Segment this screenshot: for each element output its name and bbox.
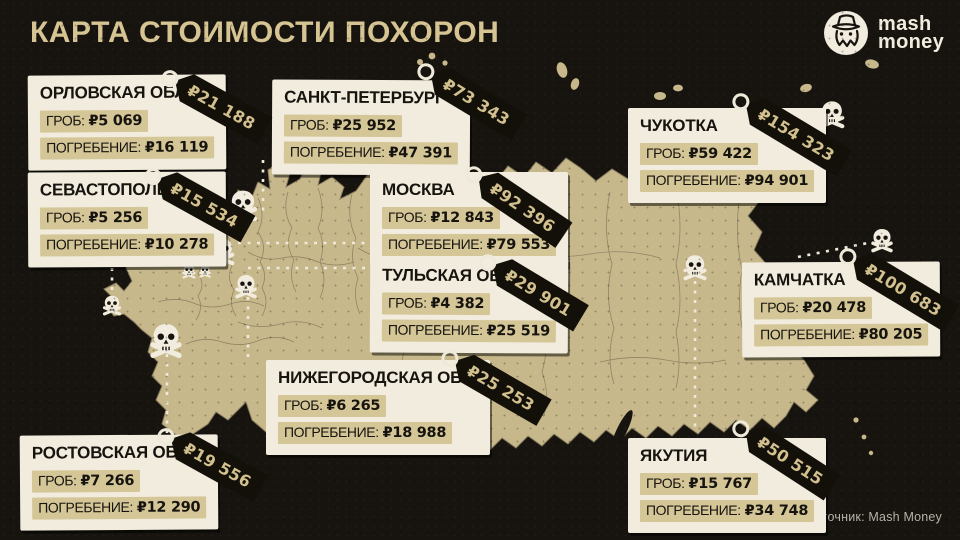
burial-label: ПОГРЕБЕНИЕ: <box>46 138 141 156</box>
mash-money-logo: mash money <box>823 10 944 56</box>
burial-value: ₽79 553 <box>486 237 551 253</box>
burial-value: ₽16 119 <box>144 139 209 156</box>
coffin-value: ₽5 256 <box>88 209 143 227</box>
burial-row: ПОГРЕБЕНИЕ: ₽80 205 <box>754 323 929 347</box>
region-name: НИЖЕГОРОДСКАЯ ОБЛ. <box>278 368 479 387</box>
coffin-label: ГРОБ: <box>284 397 323 413</box>
source-credit: источник: Mash Money <box>808 510 942 524</box>
burial-value: ₽34 748 <box>744 503 809 519</box>
coffin-value: ₽6 265 <box>326 398 381 414</box>
burial-label: ПОГРЕБЕНИЕ: <box>646 502 741 518</box>
burial-label: ПОГРЕБЕНИЕ: <box>387 321 483 339</box>
coffin-row: ГРОБ: ₽5 069 <box>39 109 149 133</box>
burial-row: ПОГРЕБЕНИЕ: ₽94 901 <box>640 170 815 192</box>
region-name: ЧУКОТКА <box>640 116 718 135</box>
burial-value: ₽18 988 <box>382 425 447 441</box>
burial-value: ₽94 901 <box>744 173 809 189</box>
coffin-value: ₽12 843 <box>430 210 494 226</box>
lake-baikal <box>611 410 633 450</box>
burial-value: ₽25 519 <box>486 323 551 340</box>
region-name: ЯКУТИЯ <box>640 446 708 465</box>
burial-row: ПОГРЕБЕНИЕ: ₽47 391 <box>283 141 459 165</box>
coffin-row: ГРОБ: ₽25 952 <box>283 114 403 138</box>
mash-money-logo-text: mash money <box>878 12 944 53</box>
burial-row: ПОГРЕБЕНИЕ: ₽79 553 <box>382 234 557 256</box>
burial-label: ПОГРЕБЕНИЕ: <box>284 424 379 440</box>
coffin-label: ГРОБ: <box>37 472 77 489</box>
coffin-row: ГРОБ: ₽6 265 <box>278 395 387 417</box>
coffin-value: ₽5 069 <box>88 112 143 130</box>
burial-row: ПОГРЕБЕНИЕ: ₽12 290 <box>32 496 207 520</box>
mash-money-logo-icon <box>824 11 869 55</box>
coffin-row: ГРОБ: ₽15 767 <box>640 473 758 495</box>
skull-icon-kamchatka <box>871 227 893 253</box>
coffin-row: ГРОБ: ₽7 266 <box>31 469 141 493</box>
coffin-row: ГРОБ: ₽20 478 <box>753 296 873 320</box>
region-name: КАМЧАТКА <box>753 269 846 290</box>
coffin-label: ГРОБ: <box>289 116 329 133</box>
region-name: МОСКВА <box>382 180 455 199</box>
burial-label: ПОГРЕБЕНИЕ: <box>46 235 141 253</box>
coffin-value: ₽7 266 <box>80 472 135 490</box>
coffin-label: ГРОБ: <box>646 145 685 161</box>
logo-word-money: money <box>878 31 944 53</box>
coffin-value: ₽15 767 <box>688 476 752 492</box>
coffin-label: ГРОБ: <box>759 299 799 316</box>
burial-label: ПОГРЕБЕНИЕ: <box>388 236 483 252</box>
coffin-value: ₽4 382 <box>430 295 485 313</box>
region-name: САНКТ-ПЕТЕРБУРГ <box>284 87 445 108</box>
burial-row: ПОГРЕБЕНИЕ: ₽18 988 <box>278 422 453 444</box>
burial-row: ПОГРЕБЕНИЕ: ₽34 748 <box>640 500 815 522</box>
coffin-row: ГРОБ: ₽59 422 <box>640 143 758 165</box>
coffin-label: ГРОБ: <box>45 112 85 129</box>
burial-value: ₽80 205 <box>858 326 923 343</box>
coffin-row: ГРОБ: ₽5 256 <box>39 206 149 230</box>
card-nizhegorodskaya: НИЖЕГОРОДСКАЯ ОБЛ. ГРОБ: ₽6 265 ПОГРЕБЕН… <box>266 360 491 455</box>
burial-value: ₽47 391 <box>388 145 453 162</box>
coffin-value: ₽59 422 <box>688 146 752 162</box>
coffin-label: ГРОБ: <box>45 209 85 226</box>
connector-dotted-lines <box>110 113 869 433</box>
coffin-row: ГРОБ: ₽4 382 <box>381 292 491 316</box>
burial-row: ПОГРЕБЕНИЕ: ₽16 119 <box>40 136 215 160</box>
coffin-row: ГРОБ: ₽12 843 <box>382 207 500 229</box>
burial-label: ПОГРЕБЕНИЕ: <box>289 143 385 161</box>
coffin-value: ₽20 478 <box>802 299 867 317</box>
logo-word-mash: mash <box>878 12 932 35</box>
burial-value: ₽10 278 <box>144 236 209 253</box>
burial-label: ПОГРЕБЕНИЕ: <box>760 325 855 343</box>
burial-value: ₽12 290 <box>136 499 201 516</box>
coffin-label: ГРОБ: <box>646 475 685 491</box>
coffin-label: ГРОБ: <box>388 209 427 225</box>
burial-row: ПОГРЕБЕНИЕ: ₽10 278 <box>40 233 215 257</box>
burial-row: ПОГРЕБЕНИЕ: ₽25 519 <box>381 319 557 343</box>
coffin-value: ₽25 952 <box>332 117 397 135</box>
burial-label: ПОГРЕБЕНИЕ: <box>646 172 741 188</box>
page-title: КАРТА СТОИМОСТИ ПОХОРОН <box>30 16 500 49</box>
coffin-label: ГРОБ: <box>387 294 427 311</box>
burial-label: ПОГРЕБЕНИЕ: <box>38 498 133 516</box>
